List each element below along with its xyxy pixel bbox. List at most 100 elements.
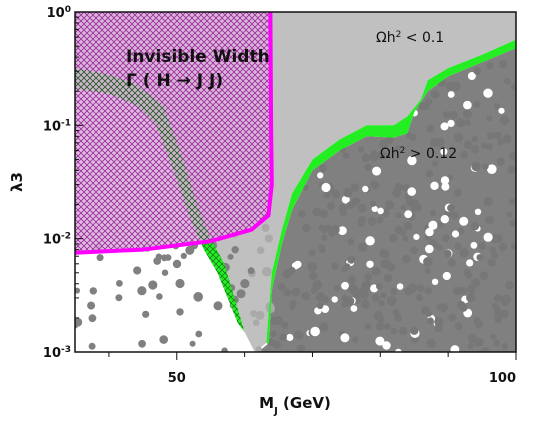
scatter-point: [350, 183, 359, 192]
scatter-point: [508, 151, 516, 161]
scatter-point: [350, 305, 358, 312]
scatter-point: [327, 202, 335, 210]
scatter-point: [442, 271, 451, 281]
scatter-point: [400, 204, 407, 211]
scatter-point: [505, 281, 514, 290]
scatter-point: [511, 83, 516, 91]
scatter-point: [483, 88, 493, 98]
scatter-point: [478, 242, 487, 251]
scatter-point: [457, 301, 466, 310]
scatter-point: [389, 233, 398, 243]
scatter-point: [467, 342, 475, 350]
scatter-point: [490, 333, 497, 340]
scatter-point: [457, 227, 465, 235]
y-tick-label: 100: [47, 5, 71, 21]
scatter-point: [164, 254, 172, 261]
scatter-point: [323, 191, 331, 199]
scatter-point: [496, 157, 505, 166]
scatter-point: [502, 134, 512, 144]
scatter-point: [383, 273, 393, 283]
scatter-point: [176, 308, 184, 316]
scatter-point: [436, 303, 444, 311]
scatter-point: [75, 287, 81, 294]
scatter-point: [261, 223, 270, 232]
scatter-point: [394, 182, 404, 192]
scatter-point: [466, 259, 474, 267]
scatter-point: [331, 189, 341, 199]
scatter-point: [430, 181, 439, 190]
scatter-point: [142, 310, 150, 318]
scatter-point: [376, 282, 383, 290]
scatter-point: [385, 200, 395, 210]
scatter-point: [474, 319, 484, 329]
scatter-point: [440, 176, 450, 185]
scatter-point: [426, 124, 435, 133]
scatter-point: [280, 321, 289, 329]
scatter-point: [321, 227, 328, 234]
scatter-point: [341, 300, 349, 308]
scatter-point: [507, 165, 516, 174]
scatter-point: [494, 311, 504, 321]
scatter-point: [328, 229, 336, 237]
scatter-point: [427, 317, 434, 325]
scatter-point: [424, 287, 433, 295]
scatter-point: [430, 90, 440, 99]
scatter-point: [463, 140, 473, 150]
scatter-point: [286, 333, 294, 342]
scatter-point: [490, 251, 499, 259]
scatter-point: [402, 254, 411, 264]
scatter-point: [297, 209, 306, 218]
scatter-point: [384, 323, 391, 330]
scatter-point: [358, 242, 368, 252]
scatter-point: [395, 348, 402, 352]
scatter-point: [255, 310, 265, 320]
scatter-points: [75, 60, 516, 352]
scatter-point: [240, 279, 250, 289]
scatter-point: [455, 118, 466, 128]
scatter-point: [396, 283, 404, 290]
scatter-point: [493, 339, 501, 347]
y-tick-label: 10-2: [43, 232, 71, 248]
scatter-point: [501, 343, 509, 350]
scatter-point: [377, 207, 384, 215]
scatter-point: [424, 267, 431, 275]
invisible-width-hatch: [75, 12, 272, 253]
scatter-point: [378, 300, 385, 307]
scatter-point: [453, 188, 462, 197]
scatter-point: [440, 215, 449, 224]
scatter-point: [189, 340, 196, 347]
scatter-point: [308, 271, 318, 281]
scatter-point: [407, 155, 417, 166]
scatter-point: [447, 91, 455, 98]
scatter-point: [450, 211, 459, 220]
scatter-point: [213, 301, 223, 311]
scatter-point: [341, 195, 350, 204]
scatter-point: [375, 321, 385, 331]
scatter-point: [319, 164, 327, 173]
scatter-point: [371, 293, 380, 303]
scatter-point: [377, 315, 385, 323]
scatter-point: [493, 131, 502, 140]
scatter-point: [464, 119, 471, 126]
scatter-point: [392, 308, 400, 316]
scatter-point: [428, 220, 438, 230]
scatter-point: [386, 296, 397, 306]
scatter-point: [180, 252, 187, 259]
scatter-point: [296, 344, 306, 352]
scatter-point: [493, 103, 500, 110]
scatter-point: [137, 286, 147, 296]
scatter-point: [357, 146, 365, 153]
scatter-point: [485, 115, 493, 122]
scatter-point: [451, 230, 460, 238]
scatter-point: [371, 205, 378, 212]
scatter-point: [364, 272, 373, 281]
scatter-point: [316, 302, 324, 309]
scatter-point: [440, 122, 449, 131]
scatter-point: [470, 221, 480, 231]
scatter-point: [487, 164, 497, 174]
scatter-point: [431, 278, 439, 285]
scatter-point: [410, 326, 419, 335]
scatter-point: [353, 288, 363, 298]
scatter-point: [487, 258, 496, 267]
